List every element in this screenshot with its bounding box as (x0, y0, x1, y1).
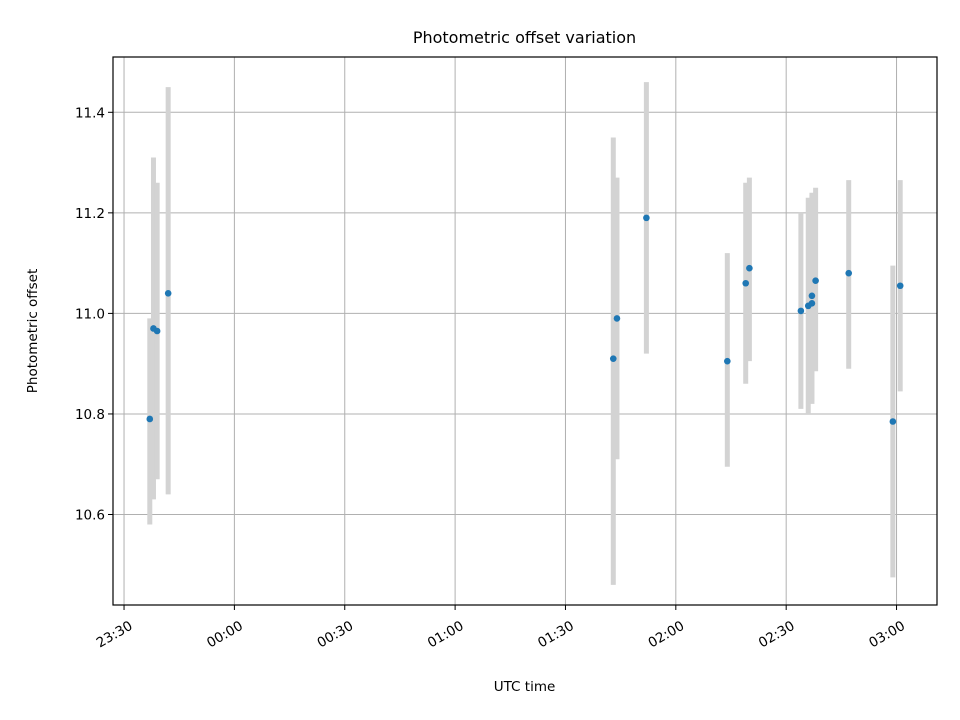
x-tick-label: 03:00 (866, 618, 908, 651)
x-tick-label: 01:30 (535, 618, 577, 651)
data-point (613, 315, 621, 322)
x-tick-label: 01:00 (425, 618, 467, 651)
y-axis: 10.6 10.8 11.0 11.2 11.4 (75, 105, 113, 524)
data-point (808, 300, 816, 307)
data-point (643, 214, 650, 222)
x-axis-label: UTC time (494, 679, 556, 695)
data-point (889, 418, 897, 425)
grid (113, 57, 937, 605)
x-axis: 23:30 00:00 00:30 01:00 01:30 02:00 02:30 03:00 (94, 605, 908, 651)
x-tick-label: 23:30 (94, 618, 136, 651)
data-point (153, 327, 161, 335)
y-axis-label: Photometric offset (25, 269, 41, 393)
data-point (146, 415, 154, 423)
data-point (164, 289, 172, 297)
data-point (742, 279, 750, 287)
y-tick-label: 11.2 (75, 206, 105, 222)
y-tick-label: 11.0 (75, 306, 105, 322)
y-tick-label: 11.4 (75, 105, 105, 121)
error-bars (147, 82, 903, 585)
chart-title: Photometric offset variation (413, 28, 636, 47)
x-tick-label: 00:00 (204, 618, 246, 651)
plot-frame (112, 56, 938, 606)
data-point (896, 282, 904, 290)
y-tick-label: 10.6 (75, 508, 105, 524)
x-tick-label: 00:30 (314, 618, 356, 651)
data-point (845, 269, 853, 277)
x-tick-label: 02:00 (646, 618, 688, 651)
data-point (797, 307, 805, 315)
data-point (724, 357, 731, 365)
data-points (146, 214, 904, 425)
data-point (812, 277, 819, 285)
data-point (808, 292, 816, 300)
y-tick-label: 10.8 (75, 407, 105, 423)
data-point (609, 355, 617, 362)
x-tick-label: 02:30 (756, 618, 798, 651)
data-point (746, 264, 753, 272)
